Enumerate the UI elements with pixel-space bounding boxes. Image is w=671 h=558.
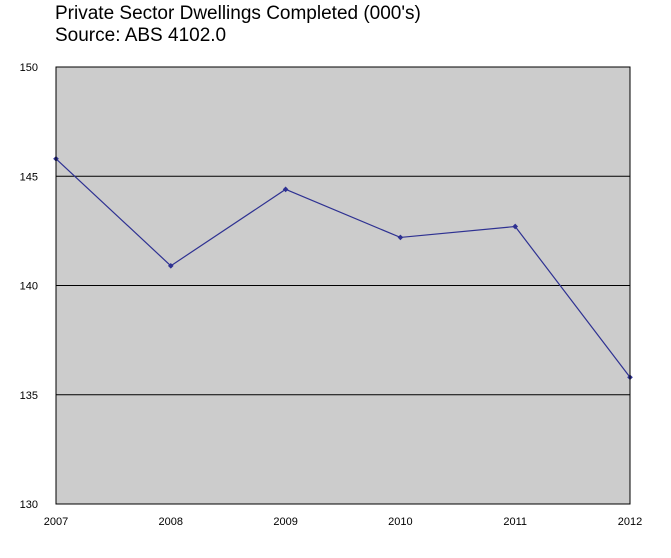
x-tick-label: 2009 [273,516,297,528]
data-point [397,234,404,241]
y-tick-label: 140 [20,281,38,293]
x-tick-label: 2007 [44,516,68,528]
y-tick-label: 150 [20,62,38,74]
y-tick-label: 130 [20,499,38,511]
plot-frame [55,66,631,505]
x-axis-ticks: 2007 2008 2009 2010 2011 2012 [44,516,642,528]
data-point [167,263,174,269]
y-tick-label: 135 [20,390,38,402]
x-tick-label: 2008 [159,516,183,528]
chart-header: Private Sector Dwellings Completed (000'… [55,3,421,47]
y-axis-ticks: 130 135 140 145 150 [20,62,38,511]
data-point [512,223,519,230]
data-point [282,186,289,193]
series-line [55,158,631,378]
chart-title: Private Sector Dwellings Completed (000'… [55,3,421,24]
x-tick-label: 2012 [618,516,642,528]
chart-subtitle: Source: ABS 4102.0 [55,25,227,46]
y-tick-label: 145 [20,171,38,183]
x-tick-label: 2011 [503,516,527,528]
x-tick-label: 2010 [388,516,412,528]
